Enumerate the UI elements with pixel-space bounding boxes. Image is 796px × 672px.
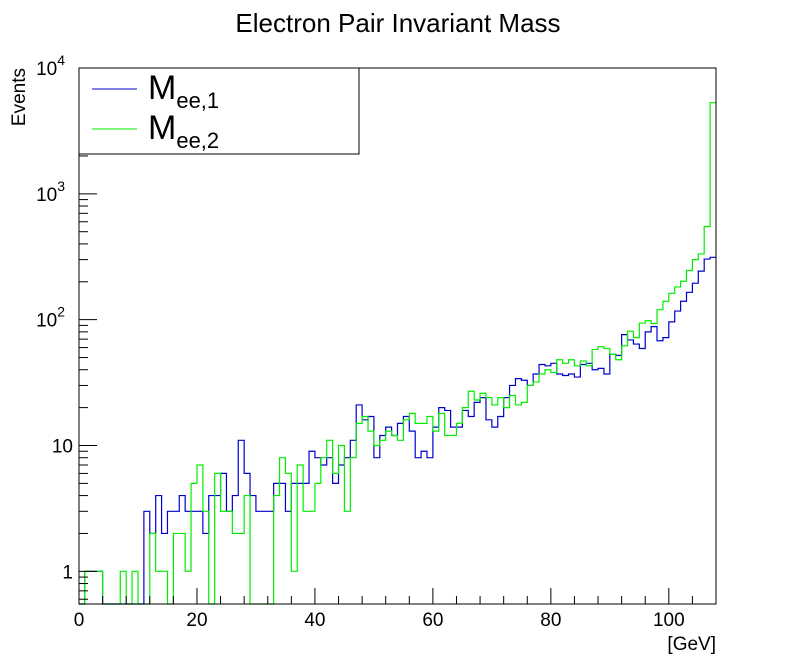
- chart-title: Electron Pair Invariant Mass: [235, 8, 560, 38]
- series-2-line: [79, 102, 716, 605]
- legend-label-series-1-subscript: ee,1: [176, 88, 219, 113]
- y-tick-label-base: 10: [36, 59, 57, 80]
- legend-label-series-1: Mee,1: [148, 69, 219, 113]
- y-tick-label-base: 10: [36, 185, 57, 206]
- y-tick-label: 1: [62, 562, 73, 583]
- y-axis-title: Events: [9, 68, 30, 126]
- y-tick-label-base: 1: [62, 562, 73, 583]
- legend-label-series-2: Mee,2: [148, 109, 219, 153]
- y-tick-label: 104: [36, 52, 65, 80]
- x-tick-label: 100: [653, 610, 685, 631]
- x-tick-label: 0: [74, 610, 85, 631]
- y-tick-label-exponent: 3: [57, 178, 65, 194]
- legend: Mee,1 Mee,2: [78, 67, 360, 155]
- y-tick-label: 10: [52, 436, 73, 457]
- series-layer: [79, 102, 716, 605]
- legend-label-series-1-name: M: [148, 69, 176, 107]
- y-tick-label-base: 10: [36, 311, 57, 332]
- legend-box: [78, 67, 360, 155]
- y-tick-label-exponent: 2: [57, 304, 65, 320]
- x-tick-label: 40: [304, 610, 325, 631]
- y-tick-label: 102: [36, 304, 65, 332]
- x-axis-title: [GeV]: [667, 634, 716, 655]
- x-tick-label: 80: [540, 610, 561, 631]
- plot-frame: [78, 67, 717, 605]
- series-1-line: [79, 256, 716, 605]
- y-tick-label-exponent: 4: [57, 52, 65, 68]
- x-tick-label: 20: [186, 610, 207, 631]
- x-tick-label: 60: [422, 610, 443, 631]
- y-tick-label-base: 10: [52, 436, 73, 457]
- legend-label-series-2-subscript: ee,2: [176, 128, 219, 153]
- legend-label-series-2-name: M: [148, 109, 176, 147]
- y-tick-label: 103: [36, 178, 65, 206]
